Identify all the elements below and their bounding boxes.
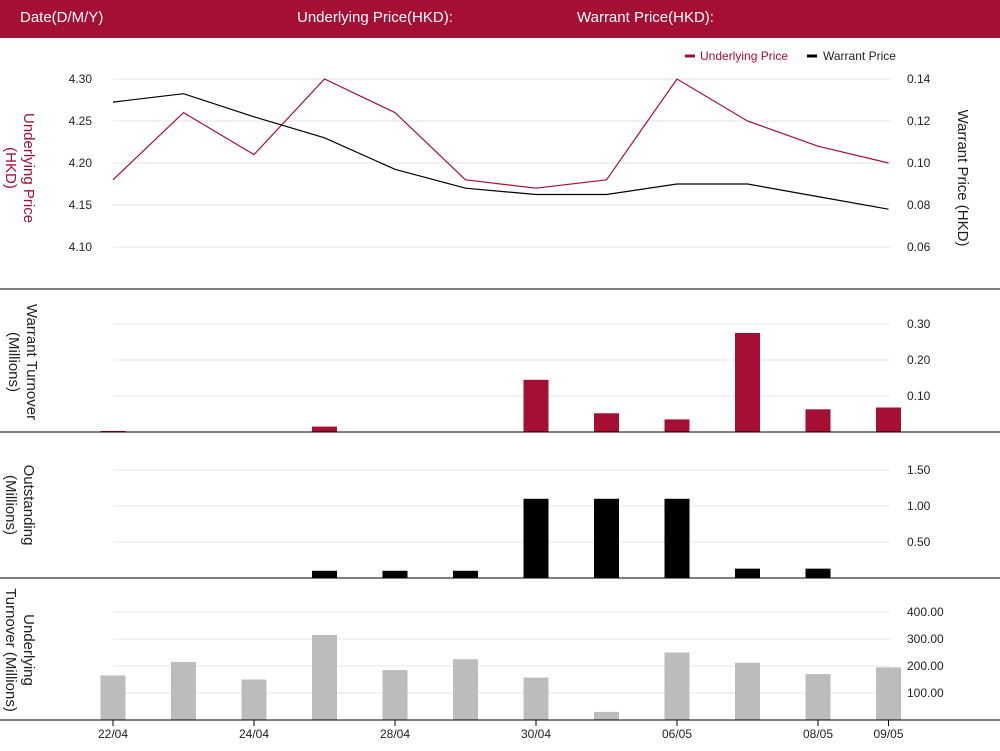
warrant-price-label: Warrant Price(HKD): <box>577 9 714 26</box>
y-tick-label: 200.00 <box>907 659 944 673</box>
underlying-price-line <box>112 78 889 189</box>
chart-header: Date(D/M/Y) Underlying Price(HKD): Warra… <box>0 0 1000 38</box>
y-tick-label: 0.12 <box>907 114 931 128</box>
y-tick-label: 4.25 <box>69 114 93 128</box>
outstanding-bar <box>664 498 690 578</box>
x-tick-label: 09/05 <box>873 727 903 741</box>
underlying-turnover-bar <box>876 667 901 720</box>
warrant-price-line <box>112 93 889 210</box>
date-label: Date(D/M/Y) <box>20 9 104 26</box>
y-tick-label: 0.30 <box>907 317 931 331</box>
y-tick-label: 0.50 <box>907 535 931 549</box>
x-tick-label: 30/04 <box>521 727 551 741</box>
warrant-turnover-bar <box>594 413 619 432</box>
underlying-turnover-bar <box>523 677 549 720</box>
y-tick-label: 4.30 <box>69 72 93 86</box>
y-tick-label: 0.10 <box>907 389 931 403</box>
y-tick-label: 400.00 <box>907 605 944 619</box>
y-tick-label: 100.00 <box>907 686 944 700</box>
y-axis-label-warrant-price: Warrant Price (HKD) <box>954 110 971 247</box>
y-tick-label: 0.10 <box>907 156 931 170</box>
x-tick-label: 24/04 <box>239 727 269 741</box>
underlying-turnover-bar <box>453 659 478 720</box>
y-tick-label: 0.06 <box>907 240 931 254</box>
underlying-turnover-bar <box>100 675 126 720</box>
warrant-turnover-bar <box>664 419 690 432</box>
underlying-turnover-bar <box>312 634 337 720</box>
outstanding-bar <box>312 570 337 578</box>
y-axis-label-underlying-price: Underlying Price(HKD) <box>2 113 37 223</box>
x-tick-label: 06/05 <box>662 727 692 741</box>
underlying-turnover-bar <box>805 674 831 720</box>
outstanding-bar <box>523 498 549 578</box>
outstanding-bar <box>594 498 619 578</box>
x-tick-label: 08/05 <box>803 727 833 741</box>
warrant-turnover-bar <box>523 379 549 432</box>
outstanding-bar <box>453 570 478 578</box>
y-tick-label: 300.00 <box>907 632 944 646</box>
y-tick-label: 4.10 <box>69 240 93 254</box>
warrant-chart: 4.10 4.15 4.20 4.25 4.30 0.06 0.08 0.10 0.12 0.14… <box>0 49 1000 741</box>
warrant-turnover-bar <box>805 409 831 432</box>
y-axis-label-underlying-turnover: UnderlyingTurnover (Millions) <box>2 588 37 712</box>
underlying-turnover-bar <box>382 670 408 720</box>
y-tick-label: 1.50 <box>907 463 931 477</box>
y-axis-label-outstanding: Outstanding(Millions) <box>2 465 37 546</box>
legend-warrant: Warrant Price <box>823 49 896 63</box>
warrant-turnover-bar <box>312 426 337 432</box>
y-tick-label: 0.20 <box>907 353 931 367</box>
y-tick-label: 0.08 <box>907 198 931 212</box>
outstanding-bar <box>805 568 831 578</box>
underlying-turnover-bar <box>735 662 760 720</box>
underlying-turnover-bar <box>594 711 619 720</box>
underlying-price-label: Underlying Price(HKD): <box>297 9 453 26</box>
warrant-turnover-bar <box>100 430 126 432</box>
y-tick-label: 4.15 <box>69 198 93 212</box>
underlying-turnover-bar <box>664 652 690 720</box>
y-tick-label: 4.20 <box>69 156 93 170</box>
x-tick-label: 28/04 <box>380 727 410 741</box>
outstanding-bar <box>382 570 408 578</box>
warrant-turnover-bar <box>735 333 760 432</box>
underlying-turnover-bar <box>171 661 196 720</box>
y-tick-label: 0.14 <box>907 72 931 86</box>
warrant-turnover-bar <box>876 407 901 432</box>
y-tick-label: 1.00 <box>907 499 931 513</box>
x-tick-label: 22/04 <box>98 727 128 741</box>
legend-underlying: Underlying Price <box>700 49 788 63</box>
y-axis-label-warrant-turnover: Warrant Turnover(Millions) <box>5 304 40 420</box>
underlying-turnover-bar <box>241 679 267 720</box>
outstanding-bar <box>735 568 760 578</box>
